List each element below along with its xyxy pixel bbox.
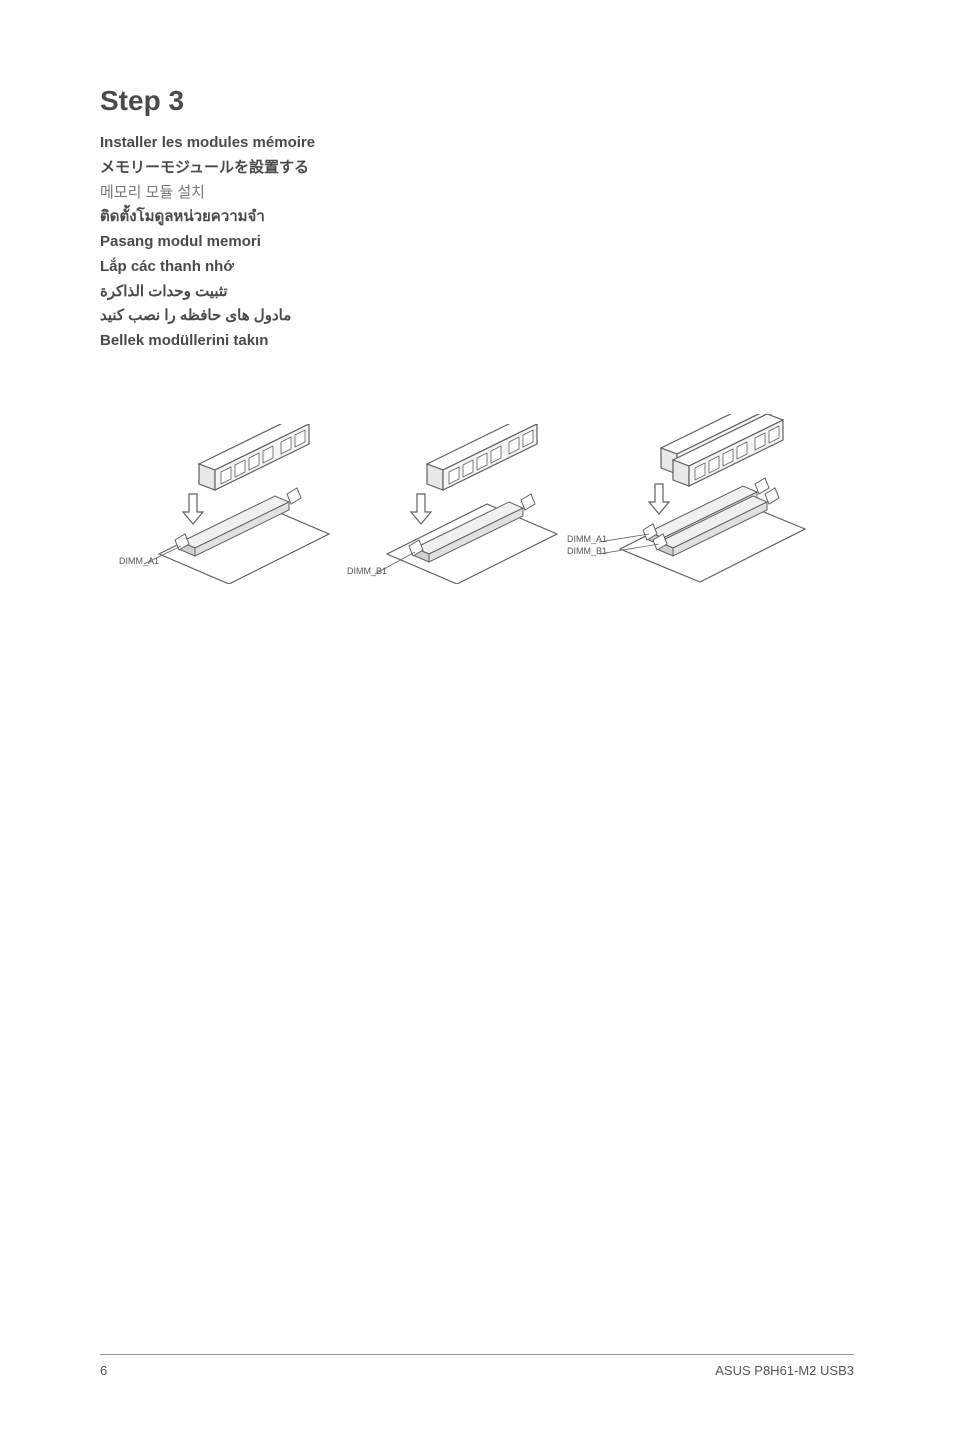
instruction-ar: تثبيت وحدات الذاكرة <box>100 280 854 305</box>
page-number: 6 <box>100 1363 107 1378</box>
step-title: Step 3 <box>100 85 854 117</box>
footer-product: ASUS P8H61-M2 USB3 <box>715 1363 854 1378</box>
page-footer: 6 ASUS P8H61-M2 USB3 <box>100 1354 854 1378</box>
diagram-2: DIMM_B1 <box>367 424 567 584</box>
dimm-b1-label: DIMM_B1 <box>347 566 387 576</box>
diagram-row: DIMM_A1 <box>100 414 854 584</box>
diagram-1: DIMM_A1 <box>139 424 339 584</box>
instruction-vi: Lắp các thanh nhớ <box>100 255 854 280</box>
instruction-kr: 메모리 모듈 설치 <box>100 181 854 206</box>
instruction-tr: Bellek modüllerini takın <box>100 329 854 354</box>
instruction-fa: مادول های حافظه را نصب کنید <box>100 304 854 329</box>
instruction-jp: メモリーモジュールを設置する <box>100 156 854 181</box>
instruction-fr: Installer les modules mémoire <box>100 131 854 156</box>
instruction-id: Pasang modul memori <box>100 230 854 255</box>
instruction-th: ติดตั้งโมดูลหน่วยความจำ <box>100 205 854 230</box>
diagram-3: DIMM_A1 DIMM_B1 <box>595 414 815 584</box>
dimm-b1-label-3: DIMM_B1 <box>567 546 607 556</box>
dimm-a1-label: DIMM_A1 <box>119 556 159 566</box>
dimm-a1-label-3: DIMM_A1 <box>567 534 607 544</box>
